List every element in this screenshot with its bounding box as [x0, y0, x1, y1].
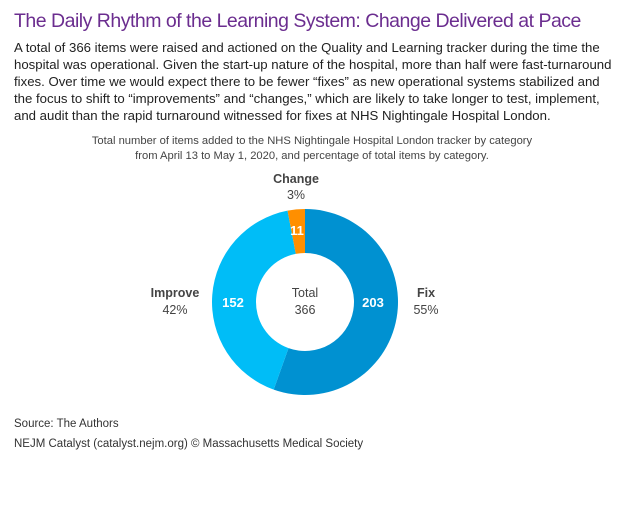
caption-line-1: Total number of items added to the NHS N… — [91, 135, 533, 147]
chart-caption: Total number of items added to the NHS N… — [0, 134, 624, 164]
change-legend-percent: 3% — [287, 188, 305, 202]
intro-text: A total of 366 items were raised and act… — [14, 40, 612, 123]
improve-legend-name: Improve — [151, 286, 200, 300]
center-label: Total — [292, 286, 318, 300]
page: The Daily Rhythm of the Learning System:… — [0, 10, 624, 450]
change-legend-name: Change — [273, 172, 319, 186]
improve-value-label: 152 — [222, 295, 244, 310]
center-value: 366 — [295, 303, 316, 317]
change-value-label: 11 — [290, 223, 304, 238]
fix-legend-percent: 55% — [413, 303, 438, 317]
page-title: The Daily Rhythm of the Learning System:… — [14, 10, 581, 32]
chart-area: Total 366 203 152 11 Fix 55% Improve 42%… — [0, 164, 624, 414]
caption-line-2: from April 13 to May 1, 2020, and percen… — [135, 150, 489, 162]
slice-fix — [273, 209, 398, 395]
slice-change — [287, 209, 305, 254]
improve-legend-percent: 42% — [162, 303, 187, 317]
source-note: Source: The Authors — [14, 418, 119, 430]
fix-value-label: 203 — [362, 295, 384, 310]
footer-credit: NEJM Catalyst (catalyst.nejm.org) © Mass… — [14, 438, 364, 450]
slice-improve — [212, 210, 296, 390]
fix-legend-name: Fix — [417, 286, 435, 300]
donut-chart: Total 366 203 152 11 Fix 55% Improve 42%… — [151, 172, 439, 395]
